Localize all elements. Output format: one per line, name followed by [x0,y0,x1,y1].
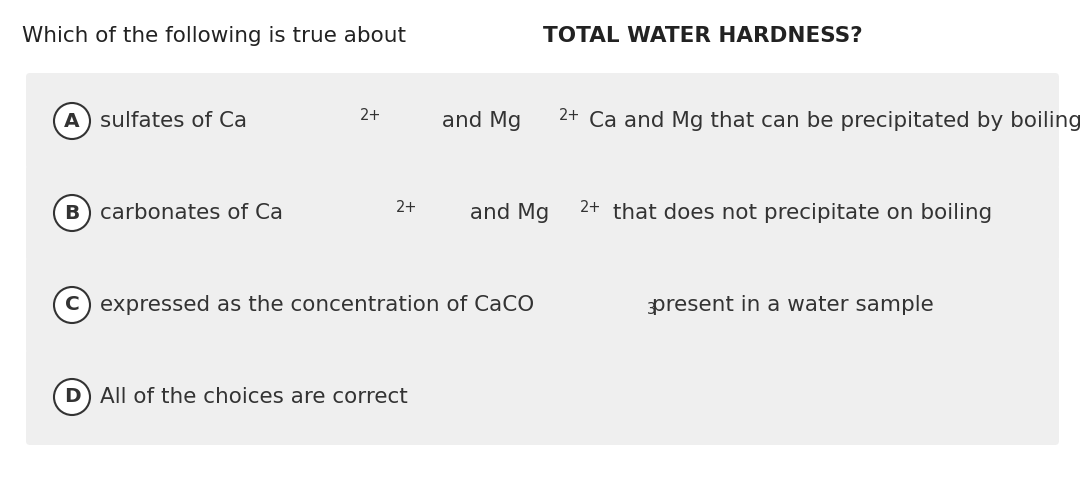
Circle shape [54,103,90,139]
Text: 3: 3 [647,302,656,318]
Text: present in a water sample: present in a water sample [646,295,934,315]
Text: 2+: 2+ [558,108,580,122]
Text: Which of the following is true about: Which of the following is true about [22,26,413,46]
Circle shape [54,195,90,231]
Text: and Mg: and Mg [463,203,550,223]
FancyBboxPatch shape [26,165,1059,261]
Text: and Mg: and Mg [435,111,522,131]
FancyBboxPatch shape [26,73,1059,169]
Text: TOTAL WATER HARDNESS?: TOTAL WATER HARDNESS? [543,26,863,46]
Circle shape [54,379,90,415]
Text: D: D [64,387,80,407]
Text: carbonates of Ca: carbonates of Ca [100,203,283,223]
Text: 2+: 2+ [360,108,381,122]
Text: A: A [64,111,80,131]
Text: 2+: 2+ [395,199,417,215]
Text: that does not precipitate on boiling: that does not precipitate on boiling [606,203,993,223]
Text: expressed as the concentration of CaCO: expressed as the concentration of CaCO [100,295,535,315]
Text: B: B [65,203,80,222]
FancyBboxPatch shape [26,257,1059,353]
Text: All of the choices are correct: All of the choices are correct [100,387,408,407]
Text: 2+: 2+ [580,199,602,215]
Text: C: C [65,296,79,315]
Circle shape [54,287,90,323]
FancyBboxPatch shape [26,349,1059,445]
Text: Ca and Mg that can be precipitated by boiling: Ca and Mg that can be precipitated by bo… [590,111,1080,131]
Text: sulfates of Ca: sulfates of Ca [100,111,247,131]
